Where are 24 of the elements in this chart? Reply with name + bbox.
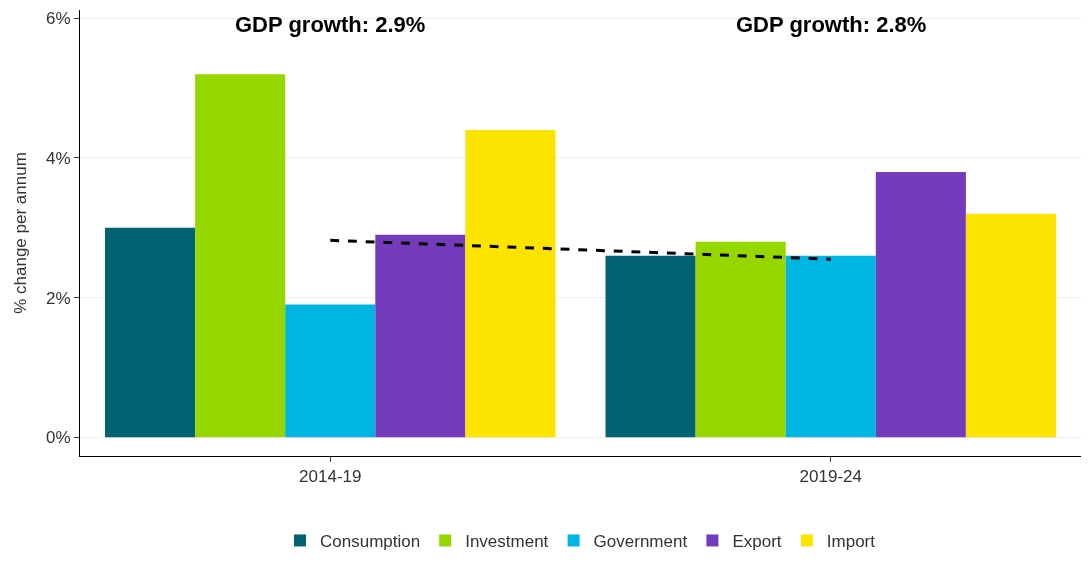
x-tick-label: 2019-24 xyxy=(799,467,862,487)
bar xyxy=(785,255,876,438)
bar xyxy=(875,171,966,438)
bar xyxy=(465,130,556,438)
y-tick-label: 6% xyxy=(46,9,71,29)
legend-label: Consumption xyxy=(320,532,421,552)
bar xyxy=(105,227,196,438)
y-tick-label: 2% xyxy=(46,288,71,308)
legend-label: Government xyxy=(593,532,688,552)
legend-label: Export xyxy=(732,532,782,552)
bar xyxy=(285,304,376,438)
annotation: GDP growth: 2.9% xyxy=(235,12,426,37)
bar xyxy=(375,234,466,438)
bar xyxy=(195,74,286,438)
x-tick-label: 2014-19 xyxy=(299,467,362,487)
y-tick-label: 0% xyxy=(46,428,71,448)
bar xyxy=(965,213,1056,438)
legend-label: Import xyxy=(826,532,876,552)
bar xyxy=(605,255,696,438)
bar xyxy=(695,241,786,438)
legend-label: Investment xyxy=(465,532,549,552)
y-axis-title: % change per annum xyxy=(10,152,30,314)
annotation: GDP growth: 2.8% xyxy=(736,12,927,37)
y-tick-label: 4% xyxy=(46,148,71,168)
